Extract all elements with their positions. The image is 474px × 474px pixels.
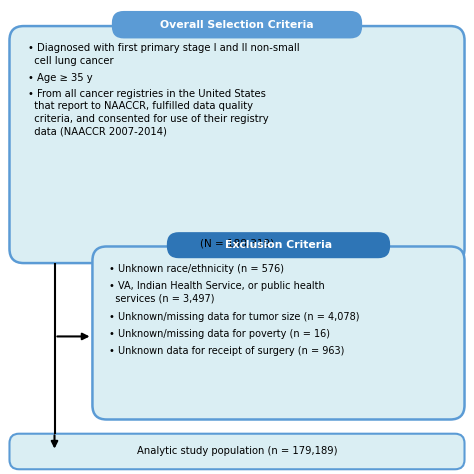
FancyBboxPatch shape	[92, 246, 465, 419]
Text: • Diagnosed with first primary stage I and II non-small
  cell lung cancer: • Diagnosed with first primary stage I a…	[28, 43, 300, 66]
Text: Overall Selection Criteria: Overall Selection Criteria	[160, 20, 314, 30]
Text: • Unknown race/ethnicity (n = 576): • Unknown race/ethnicity (n = 576)	[109, 264, 284, 274]
FancyBboxPatch shape	[9, 26, 465, 263]
Text: • Unknown/missing data for poverty (n = 16): • Unknown/missing data for poverty (n = …	[109, 329, 330, 339]
Text: Exclusion Criteria: Exclusion Criteria	[225, 240, 332, 250]
Text: • Unknown data for receipt of surgery (n = 963): • Unknown data for receipt of surgery (n…	[109, 346, 345, 356]
Text: • Age ≥ 35 y: • Age ≥ 35 y	[28, 73, 93, 83]
Text: • Unknown/missing data for tumor size (n = 4,078): • Unknown/missing data for tumor size (n…	[109, 312, 359, 322]
Text: • From all cancer registries in the United States
  that report to NAACCR, fulfi: • From all cancer registries in the Unit…	[28, 89, 269, 137]
Text: • VA, Indian Health Service, or public health
  services (n = 3,497): • VA, Indian Health Service, or public h…	[109, 281, 325, 304]
FancyBboxPatch shape	[9, 434, 465, 469]
FancyBboxPatch shape	[112, 11, 362, 38]
Text: (N = 188,319): (N = 188,319)	[200, 239, 274, 249]
Text: Analytic study population (n = 179,189): Analytic study population (n = 179,189)	[137, 447, 337, 456]
FancyBboxPatch shape	[167, 232, 390, 258]
